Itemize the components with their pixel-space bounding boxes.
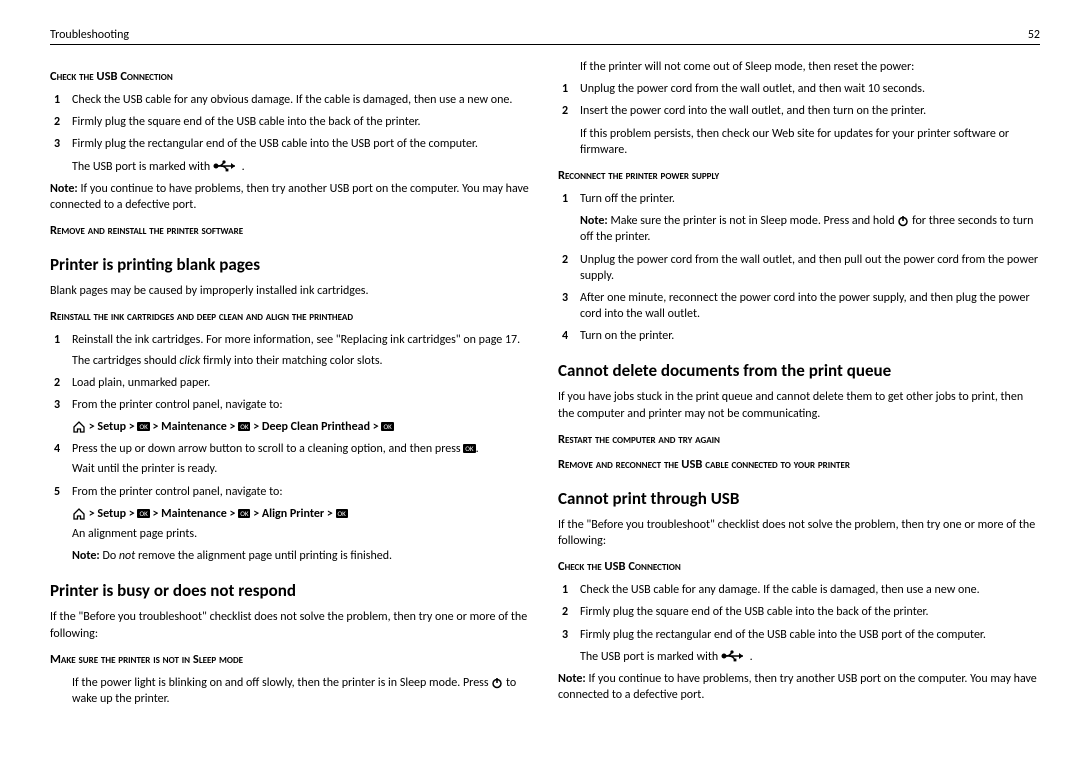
list-item: 4Turn on the printer. xyxy=(580,328,1040,344)
sleep-text: If the power light is blinking on and of… xyxy=(50,675,532,707)
heading-queue: Cannot delete documents from the print q… xyxy=(558,360,1040,381)
align-note: Note: Do not remove the alignment page u… xyxy=(50,548,532,564)
usb-steps: 1Check the USB cable for any obvious dam… xyxy=(50,92,532,153)
home-icon xyxy=(72,421,86,433)
ok-badge: OK xyxy=(238,509,250,518)
usb2-marked: The USB port is marked with . xyxy=(558,649,1040,665)
list-item: 1Unplug the power cord from the wall out… xyxy=(580,81,1040,97)
heading-remove-reinstall: Remove and reinstall the printer softwar… xyxy=(50,223,532,238)
heading-blank-pages: Printer is printing blank pages xyxy=(50,254,532,275)
list-item: 3Firmly plug the rectangular end of the … xyxy=(72,136,532,152)
heading-remove-reconnect: Remove and reconnect the USB cable conne… xyxy=(558,457,1040,472)
list-item: 3After one minute, reconnect the power c… xyxy=(580,290,1040,322)
list-item: 1Turn off the printer. Note: Make sure t… xyxy=(580,191,1040,246)
ok-badge: OK xyxy=(137,509,149,518)
left-column: Check the USB Connection 1Check the USB … xyxy=(50,59,532,713)
list-item: 5From the printer control panel, navigat… xyxy=(72,484,532,543)
header-title: Troubleshooting xyxy=(50,28,129,42)
ok-badge: OK xyxy=(137,422,149,431)
list-item: 2Load plain, unmarked paper. xyxy=(72,375,532,391)
heading-check-usb: Check the USB Connection xyxy=(50,69,532,84)
sleep-reset-intro: If the printer will not come out of Slee… xyxy=(558,59,1040,75)
list-item: 3From the printer control panel, navigat… xyxy=(72,397,532,435)
page-number: 52 xyxy=(1028,28,1040,42)
heading-reinstall-cartridges: Reinstall the ink cartridges and deep cl… xyxy=(50,309,532,324)
heading-usb-print: Cannot print through USB xyxy=(558,488,1040,509)
power-icon xyxy=(491,677,503,689)
usbprint-intro: If the "Before you troubleshoot" checkli… xyxy=(558,517,1040,549)
ok-badge: OK xyxy=(336,509,348,518)
usb-marked-text: The USB port is marked with . xyxy=(50,159,532,175)
list-item: 4 Press the up or down arrow button to s… xyxy=(72,441,532,477)
heading-restart: Restart the computer and try again xyxy=(558,432,1040,447)
ok-badge: OK xyxy=(238,422,250,431)
usb2-note: Note: If you continue to have problems, … xyxy=(558,671,1040,703)
heading-sleep-mode: Make sure the printer is not in Sleep mo… xyxy=(50,652,532,667)
home-icon xyxy=(72,508,86,520)
reinstall-steps: 1 Reinstall the ink cartridges. For more… xyxy=(50,332,532,542)
list-item: 2Unplug the power cord from the wall out… xyxy=(580,252,1040,284)
list-item: 2Firmly plug the square end of the USB c… xyxy=(580,604,1040,620)
ok-badge: OK xyxy=(381,422,393,431)
reconnect-steps: 1Turn off the printer. Note: Make sure t… xyxy=(558,191,1040,345)
list-item: 3Firmly plug the rectangular end of the … xyxy=(580,627,1040,643)
list-item: 2Firmly plug the square end of the USB c… xyxy=(72,114,532,130)
ok-badge: OK xyxy=(463,444,475,453)
busy-intro: If the "Before you troubleshoot" checkli… xyxy=(50,609,532,641)
usb2-steps: 1Check the USB cable for any damage. If … xyxy=(558,582,1040,643)
right-column: If the printer will not come out of Slee… xyxy=(558,59,1040,713)
list-item: 1 Reinstall the ink cartridges. For more… xyxy=(72,332,532,368)
heading-busy: Printer is busy or does not respond xyxy=(50,580,532,601)
list-item: 1Check the USB cable for any damage. If … xyxy=(580,582,1040,598)
usb-note: Note: If you continue to have problems, … xyxy=(50,181,532,213)
power-icon xyxy=(897,215,909,227)
persist-text: If this problem persists, then check our… xyxy=(558,126,1040,158)
list-item: 1Check the USB cable for any obvious dam… xyxy=(72,92,532,108)
page-header: Troubleshooting 52 xyxy=(50,28,1040,45)
queue-intro: If you have jobs stuck in the print queu… xyxy=(558,389,1040,421)
list-item: 2Insert the power cord into the wall out… xyxy=(580,103,1040,119)
usb-icon xyxy=(721,649,747,663)
heading-reconnect-power: Reconnect the printer power supply xyxy=(558,168,1040,183)
blank-intro: Blank pages may be caused by improperly … xyxy=(50,283,532,299)
sleep-reset-steps: 1Unplug the power cord from the wall out… xyxy=(558,81,1040,119)
heading-check-usb-2: Check the USB Connection xyxy=(558,559,1040,574)
usb-icon xyxy=(213,159,239,173)
